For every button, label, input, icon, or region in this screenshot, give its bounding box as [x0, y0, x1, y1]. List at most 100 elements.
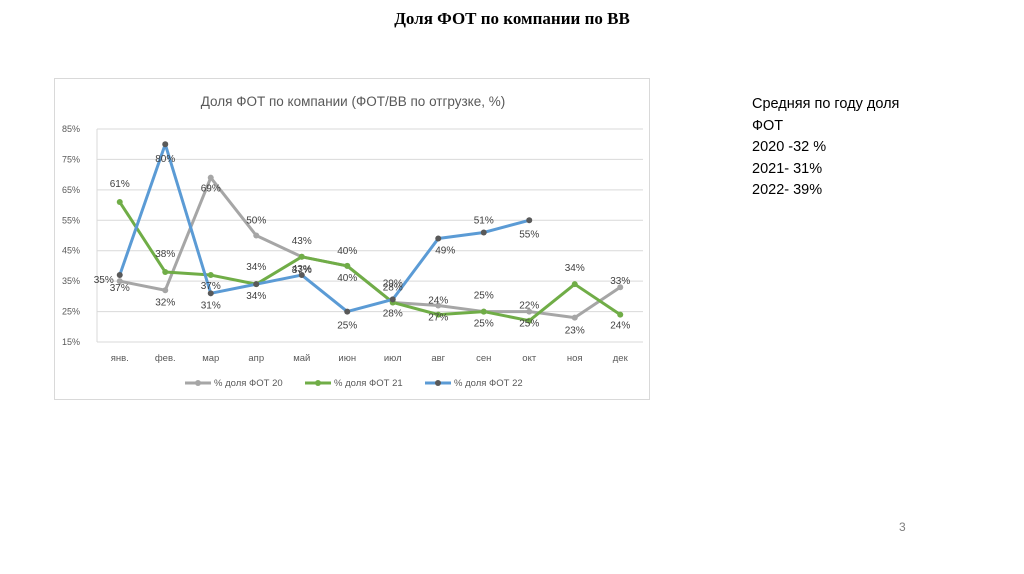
- data-label: 40%: [337, 246, 357, 257]
- x-tick-label: янв.: [111, 353, 129, 364]
- y-tick-label: 75%: [62, 154, 80, 164]
- note-line: ФОТ: [752, 117, 784, 134]
- legend-label: % доля ФОТ 22: [454, 378, 523, 389]
- data-label: 22%: [519, 301, 539, 312]
- annual-average-note: Средняя по году доля ФОТ 2020 -32 % 2021…: [752, 94, 899, 202]
- page-number: 3: [899, 520, 906, 534]
- data-label: 33%: [610, 276, 630, 287]
- data-label: 69%: [201, 184, 221, 195]
- note-line: 2020 -32 %: [752, 139, 827, 155]
- data-point: [207, 174, 214, 181]
- x-tick-label: дек: [613, 353, 629, 364]
- data-point: [116, 272, 123, 279]
- x-tick-label: июл: [384, 353, 402, 364]
- data-point: [344, 262, 351, 269]
- data-label: 25%: [474, 319, 494, 330]
- data-point: [116, 199, 123, 206]
- data-label: 51%: [474, 215, 494, 226]
- y-tick-label: 65%: [62, 185, 80, 195]
- legend-label: % доля ФОТ 21: [334, 378, 403, 389]
- series-line: [118, 200, 622, 323]
- data-label: 37%: [110, 283, 130, 294]
- legend-marker: [195, 380, 201, 386]
- legend-label: % доля ФОТ 20: [214, 378, 283, 389]
- x-tick-label: ноя: [567, 353, 583, 364]
- note-line: 2021- 31%: [752, 160, 823, 177]
- data-point: [298, 272, 305, 279]
- data-label: 32%: [155, 297, 175, 308]
- y-tick-label: 35%: [62, 276, 80, 286]
- y-tick-label: 15%: [62, 337, 80, 347]
- data-label: 35%: [94, 275, 114, 286]
- data-label: 31%: [201, 300, 221, 311]
- data-label: 28%: [383, 282, 403, 293]
- y-tick-label: 45%: [62, 246, 80, 256]
- data-label: 24%: [428, 296, 448, 307]
- x-tick-label: авг: [431, 353, 445, 364]
- x-tick-label: окт: [522, 353, 537, 364]
- data-point: [526, 217, 533, 224]
- data-point: [435, 311, 442, 318]
- legend-marker: [315, 380, 321, 386]
- data-point: [116, 278, 123, 285]
- note-line: Средняя по году доля: [752, 96, 900, 112]
- data-label: 29%: [383, 278, 403, 289]
- y-tick-label: 85%: [62, 124, 80, 134]
- data-label: 50%: [246, 216, 266, 227]
- slide-title: Доля ФОТ по компании по ВВ: [394, 9, 630, 28]
- data-point: [298, 253, 305, 260]
- data-point: [253, 281, 260, 288]
- data-point: [207, 272, 214, 279]
- data-point: [253, 232, 260, 239]
- data-label: 28%: [383, 308, 403, 319]
- data-label: 27%: [428, 312, 448, 323]
- data-label: 34%: [246, 262, 266, 273]
- data-label: 43%: [292, 236, 312, 247]
- data-label: 38%: [155, 249, 175, 260]
- legend-marker: [435, 380, 441, 386]
- note-line: 2022- 39%: [752, 182, 823, 198]
- data-point: [480, 229, 487, 236]
- data-label: 43%: [292, 264, 312, 275]
- data-label: 37%: [292, 265, 312, 276]
- y-tick-label: 25%: [62, 307, 80, 317]
- data-label: 61%: [110, 179, 130, 190]
- y-tick-label: 55%: [62, 215, 80, 225]
- data-label: 49%: [435, 246, 455, 257]
- chart-frame: Доля ФОТ по компании (ФОТ/ВВ по отгрузке…: [54, 78, 650, 400]
- data-point: [617, 284, 624, 291]
- data-label: 23%: [565, 326, 585, 337]
- x-tick-label: мар: [202, 353, 219, 364]
- data-point: [162, 287, 169, 294]
- data-point: [389, 296, 396, 303]
- chart-title: Доля ФОТ по компании (ФОТ/ВВ по отгрузке…: [201, 94, 506, 109]
- data-point: [207, 290, 214, 297]
- x-tick-label: июн: [338, 353, 356, 364]
- data-point: [435, 302, 442, 309]
- data-label: 34%: [565, 263, 585, 274]
- data-point: [526, 308, 533, 315]
- data-point: [162, 269, 169, 276]
- data-point: [617, 311, 624, 318]
- data-label: 25%: [519, 319, 539, 330]
- data-label: 40%: [337, 273, 357, 284]
- data-point: [344, 308, 351, 315]
- line-chart: Доля ФОТ по компании (ФОТ/ВВ по отгрузке…: [62, 94, 643, 389]
- x-tick-label: май: [293, 353, 310, 364]
- data-label: 34%: [246, 291, 266, 302]
- series-line: [118, 142, 531, 314]
- data-point: [162, 141, 169, 148]
- data-point: [571, 281, 578, 288]
- x-tick-label: фев.: [155, 353, 176, 364]
- data-point: [435, 235, 442, 242]
- data-point: [526, 317, 533, 324]
- data-label: 80%: [155, 154, 175, 165]
- data-label: 37%: [201, 281, 221, 292]
- data-label: 55%: [519, 229, 539, 240]
- x-tick-label: сен: [476, 353, 491, 364]
- x-tick-label: апр: [248, 353, 264, 364]
- series-line: [118, 176, 622, 320]
- data-label: 25%: [474, 291, 494, 302]
- data-point: [480, 308, 487, 315]
- data-point: [571, 314, 578, 321]
